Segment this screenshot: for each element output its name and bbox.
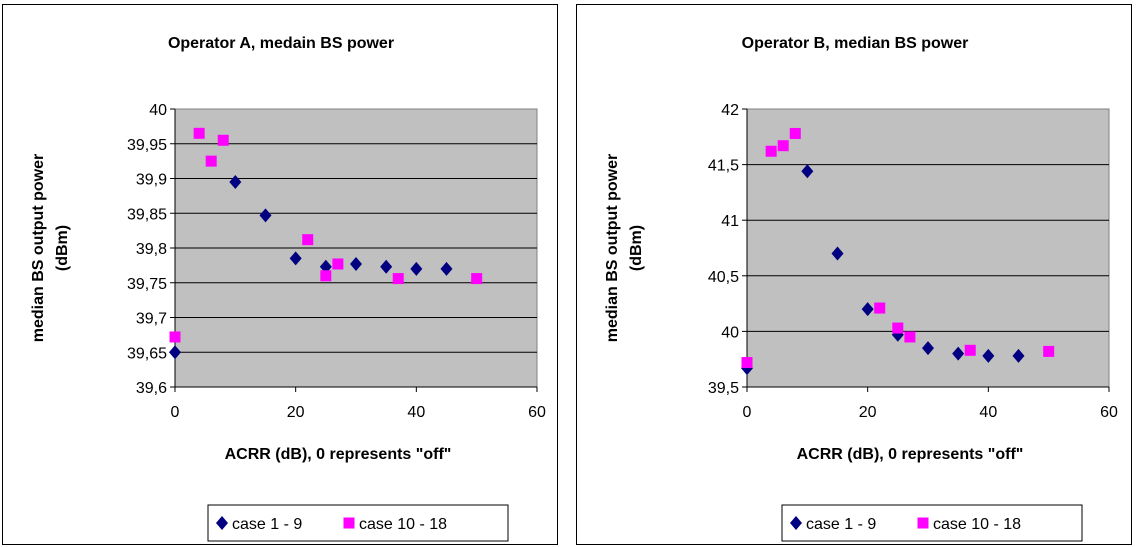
data-point — [831, 246, 844, 261]
series-1 — [169, 174, 453, 360]
data-point — [741, 357, 753, 369]
data-point — [1012, 348, 1025, 363]
data-point — [217, 134, 229, 146]
data-point — [892, 322, 904, 334]
data-point — [777, 140, 789, 152]
data-point — [332, 258, 344, 270]
y-tick-label: 39,5 — [708, 380, 739, 397]
data-point — [169, 331, 181, 343]
x-tick-label: 0 — [743, 404, 752, 421]
x-tick-label: 0 — [171, 404, 180, 421]
x-tick-label: 20 — [859, 404, 877, 421]
data-point — [320, 270, 332, 282]
x-tick-label: 40 — [407, 404, 425, 421]
data-point — [193, 127, 205, 139]
legend-marker — [216, 516, 228, 530]
chart-panel-operator-a: Operator A, medain BS power 39,6 39,65 39,7… — [2, 4, 558, 545]
x-tick-label: 40 — [979, 404, 997, 421]
data-point — [410, 261, 423, 276]
data-point — [922, 341, 934, 356]
y-tick-label: 39,6 — [136, 380, 167, 397]
y-tick-label: 40,5 — [708, 269, 739, 286]
x-tick-label: 20 — [287, 404, 305, 421]
chart-svg: Operator A, medain BS power 39,6 39,65 39,7… — [30, 35, 546, 542]
y-axis-title: median BS output power (dBm) — [30, 154, 71, 342]
data-point — [380, 259, 393, 274]
legend-marker — [343, 517, 355, 529]
series-1 — [741, 164, 1025, 376]
x-axis-title: ACRR (dB), 0 represents "off" — [797, 446, 1024, 463]
x-tick-label: 60 — [528, 404, 546, 421]
y-tick-label: 39,95 — [127, 137, 167, 154]
chart-panel-operator-b: Operator B, median BS power 39,5 40 40,5 41 4… — [576, 4, 1132, 545]
data-point — [229, 174, 242, 189]
data-point — [861, 302, 874, 317]
x-tick-label: 60 — [1100, 404, 1118, 421]
data-point — [169, 345, 181, 360]
y-tick-label: 39,75 — [127, 276, 167, 293]
series-2 — [741, 127, 1055, 369]
legend: case 1 - 9 case 10 - 18 — [207, 504, 509, 542]
data-point — [1043, 345, 1055, 357]
y-tick-label: 39,65 — [127, 345, 167, 362]
plot-area — [746, 108, 1110, 388]
legend-marker — [790, 516, 802, 530]
data-point — [302, 234, 314, 246]
data-point — [952, 346, 965, 361]
x-axis-title: ACRR (dB), 0 represents "off" — [225, 446, 452, 463]
data-point — [259, 208, 272, 223]
data-point — [392, 273, 404, 285]
y-tick-label: 42 — [721, 102, 739, 119]
legend-label: case 10 - 18 — [359, 516, 447, 533]
data-point — [289, 251, 302, 266]
data-point — [874, 302, 886, 314]
legend-box — [781, 504, 1083, 542]
chart-title: Operator A, medain BS power — [168, 35, 394, 52]
legend-label: case 1 - 9 — [232, 516, 302, 533]
data-point — [765, 145, 777, 157]
legend-label: case 1 - 9 — [806, 516, 876, 533]
y-tick-label: 39,85 — [127, 206, 167, 223]
data-point — [440, 261, 453, 276]
y-tick-label: 41,5 — [708, 158, 739, 175]
data-point — [205, 155, 217, 167]
legend-marker — [917, 517, 929, 529]
data-point — [319, 259, 332, 274]
data-point — [982, 348, 995, 363]
data-point — [904, 331, 916, 343]
y-axis-title: median BS output power (dBm) — [604, 154, 645, 342]
y-tick-label: 39,9 — [136, 172, 167, 189]
y-tick-label: 40 — [721, 324, 739, 341]
y-tick-label: 39,8 — [136, 241, 167, 258]
data-point — [789, 127, 801, 139]
y-tick-label: 39,7 — [136, 311, 167, 328]
chart-svg: Operator B, median BS power 39,5 40 40,5 41 4… — [604, 35, 1118, 542]
legend: case 1 - 9 case 10 - 18 — [781, 504, 1083, 542]
y-tick-label: 40 — [149, 102, 167, 119]
data-point — [471, 273, 483, 285]
legend-label: case 10 - 18 — [933, 516, 1021, 533]
chart-title: Operator B, median BS power — [742, 35, 969, 52]
data-point — [964, 344, 976, 356]
data-point — [350, 256, 362, 271]
y-tick-label: 41 — [721, 213, 739, 230]
legend-box — [207, 504, 509, 542]
series-2 — [169, 127, 483, 343]
data-point — [801, 164, 814, 179]
